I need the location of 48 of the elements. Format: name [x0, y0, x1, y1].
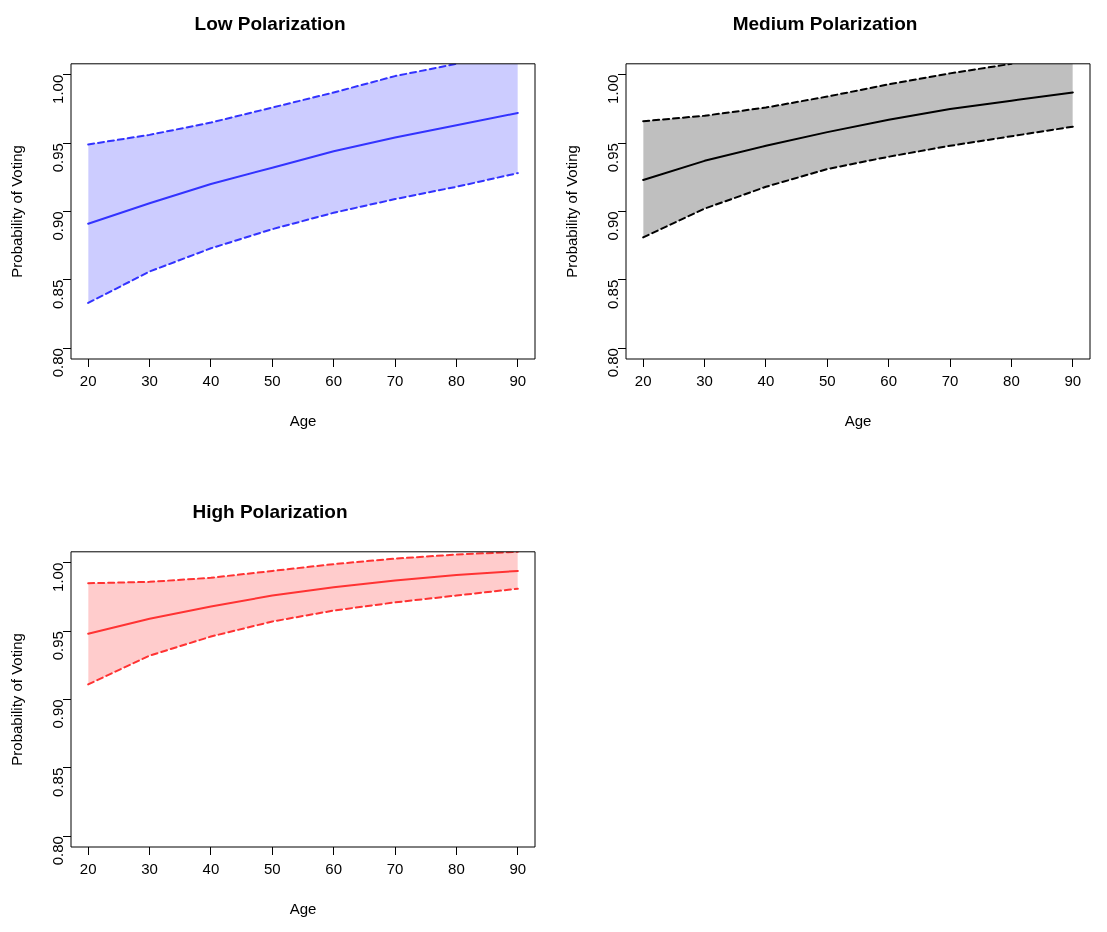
- y-tick-label: 0.95: [49, 631, 67, 661]
- x-tick-label: 90: [509, 860, 527, 878]
- x-tick-label: 20: [634, 372, 652, 390]
- x-tick-label: 50: [263, 860, 281, 878]
- x-axis-title: Age: [289, 900, 317, 918]
- x-tick-label: 70: [386, 372, 404, 390]
- y-tick-label: 0.80: [49, 836, 67, 866]
- x-tick-label: 50: [818, 372, 836, 390]
- y-tick-label: 0.80: [49, 348, 67, 378]
- x-axis-title: Age: [289, 412, 317, 430]
- chart-title: Low Polarization: [194, 12, 346, 34]
- y-axis-title: Probability of Voting: [8, 633, 26, 766]
- x-tick-label: 90: [1064, 372, 1082, 390]
- y-tick-label: 1.00: [604, 74, 622, 104]
- y-tick-label: 0.80: [604, 348, 622, 378]
- x-tick-label: 90: [509, 372, 527, 390]
- x-axis-title: Age: [844, 412, 872, 430]
- x-tick-label: 80: [448, 372, 465, 390]
- x-tick-label: 50: [263, 372, 281, 390]
- chart-title: Medium Polarization: [732, 12, 918, 34]
- x-tick-label: 40: [757, 372, 775, 390]
- x-tick-label: 70: [941, 372, 959, 390]
- x-tick-label: 20: [79, 860, 97, 878]
- x-tick-label: 40: [202, 860, 220, 878]
- y-tick-label: 0.95: [604, 143, 622, 173]
- x-tick-label: 30: [141, 860, 158, 878]
- y-tick-label: 0.90: [49, 211, 67, 241]
- y-tick-label: 1.00: [49, 74, 67, 104]
- x-tick-label: 40: [202, 372, 220, 390]
- x-tick-label: 30: [141, 372, 158, 390]
- y-tick-label: 0.85: [49, 279, 67, 309]
- x-tick-label: 60: [325, 372, 343, 390]
- x-tick-label: 30: [696, 372, 713, 390]
- y-tick-label: 0.85: [604, 279, 622, 309]
- x-tick-label: 70: [386, 860, 404, 878]
- y-axis-title: Probability of Voting: [563, 145, 581, 278]
- y-axis-title: Probability of Voting: [8, 145, 26, 278]
- y-tick-label: 0.85: [49, 767, 67, 797]
- x-tick-label: 60: [325, 860, 343, 878]
- y-tick-label: 0.90: [604, 211, 622, 241]
- y-tick-label: 0.95: [49, 143, 67, 173]
- chart-title: High Polarization: [192, 500, 348, 522]
- y-tick-label: 1.00: [49, 562, 67, 592]
- x-tick-label: 60: [880, 372, 898, 390]
- x-tick-label: 20: [79, 372, 97, 390]
- x-tick-label: 80: [1003, 372, 1020, 390]
- y-tick-label: 0.90: [49, 699, 67, 729]
- x-tick-label: 80: [448, 860, 465, 878]
